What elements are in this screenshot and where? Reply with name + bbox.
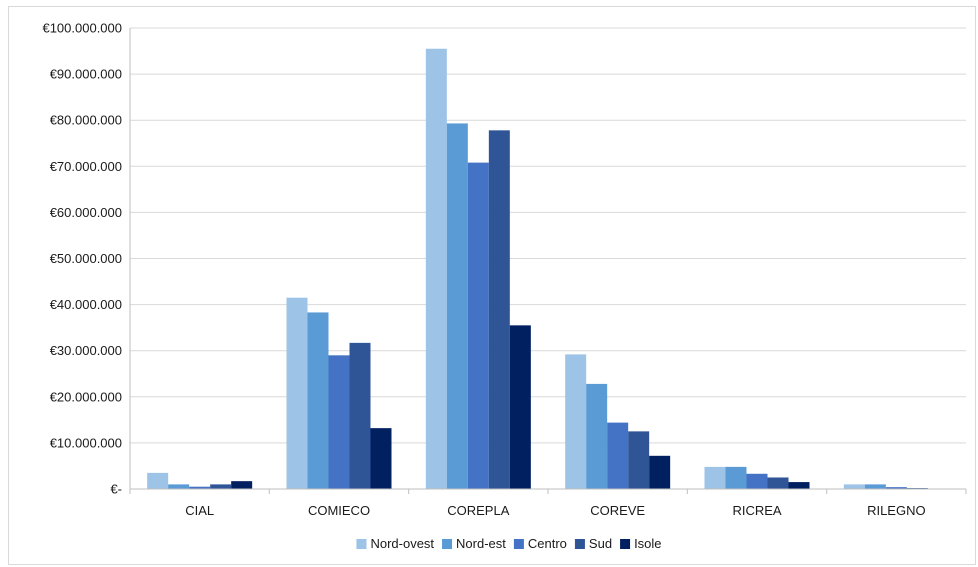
x-category-label: RICREA bbox=[732, 503, 781, 518]
legend-item-centro: Centro bbox=[513, 536, 567, 551]
bar-ricrea-centro bbox=[746, 473, 768, 489]
legend-swatch bbox=[356, 539, 367, 549]
x-axis bbox=[129, 28, 967, 494]
legend-item-isole: Isole bbox=[620, 536, 662, 551]
legend-swatch bbox=[620, 539, 631, 549]
x-category-label: RILEGNO bbox=[867, 503, 926, 518]
bar-coreve-sud bbox=[628, 431, 650, 489]
bar-corepla-nord-ovest bbox=[425, 48, 447, 490]
x-category-label: COREVE bbox=[590, 503, 645, 518]
legend-item-nord-ovest: Nord-ovest bbox=[356, 536, 434, 551]
bar-cial-isole bbox=[231, 481, 253, 489]
y-tick-label: €50.000.000 bbox=[50, 251, 122, 266]
y-tick-label: €20.000.000 bbox=[50, 389, 122, 404]
legend-swatch bbox=[513, 539, 524, 549]
gridlines bbox=[130, 27, 966, 444]
x-axis-category-labels: CIAL COMIECO COREPLA COREVE RICREA RILEGNO bbox=[185, 503, 925, 518]
legend-label: Centro bbox=[528, 536, 567, 551]
bar-corepla-nord-est bbox=[446, 123, 468, 489]
y-tick-label: €80.000.000 bbox=[50, 113, 122, 128]
y-axis-tick-labels: €- €10.000.000 €20.000.000 €30.000.000 €40.0… bbox=[42, 21, 122, 497]
y-tick-label: €70.000.000 bbox=[50, 159, 122, 174]
bar-comieco-sud bbox=[349, 342, 371, 489]
y-tick-label: €90.000.000 bbox=[50, 67, 122, 82]
bar-cial-nord-est bbox=[168, 484, 190, 489]
bar-ricrea-nord-ovest bbox=[704, 466, 726, 489]
bar-cial-sud bbox=[210, 484, 232, 489]
y-tick-label: €40.000.000 bbox=[50, 297, 122, 312]
bar-coreve-nord-ovest bbox=[565, 354, 587, 489]
y-tick-label: €- bbox=[110, 482, 122, 497]
x-category-label: CIAL bbox=[185, 503, 214, 518]
legend-item-nord-est: Nord-est bbox=[442, 536, 506, 551]
bar-rilegno-nord-ovest bbox=[843, 484, 865, 489]
bar-cial-nord-ovest bbox=[147, 472, 169, 489]
legend-swatch bbox=[442, 539, 453, 549]
y-tick-label: €60.000.000 bbox=[50, 205, 122, 220]
bar-corepla-sud bbox=[488, 130, 510, 490]
bars bbox=[147, 48, 949, 490]
legend-item-sud: Sud bbox=[574, 536, 612, 551]
bar-coreve-isole bbox=[649, 455, 671, 489]
bar-comieco-nord-ovest bbox=[286, 297, 308, 489]
bar-ricrea-isole bbox=[788, 482, 810, 489]
x-category-label: COMIECO bbox=[308, 503, 370, 518]
bar-coreve-centro bbox=[607, 422, 629, 489]
bar-comieco-centro bbox=[328, 355, 350, 489]
legend-label: Isole bbox=[634, 536, 661, 551]
bar-ricrea-sud bbox=[767, 477, 789, 489]
bar-coreve-nord-est bbox=[586, 383, 608, 489]
y-tick-label: €30.000.000 bbox=[50, 343, 122, 358]
bar-rilegno-centro bbox=[885, 487, 907, 489]
y-tick-label: €100.000.000 bbox=[42, 21, 122, 36]
bar-corepla-centro bbox=[467, 162, 489, 489]
bar-rilegno-nord-est bbox=[864, 484, 886, 489]
legend: Nord-ovest Nord-est Centro Sud Isole bbox=[356, 536, 662, 551]
legend-swatch bbox=[574, 539, 585, 549]
legend-label: Nord-ovest bbox=[370, 536, 434, 551]
bar-ricrea-nord-est bbox=[725, 466, 747, 489]
x-category-label: COREPLA bbox=[447, 503, 509, 518]
y-tick-label: €10.000.000 bbox=[50, 435, 122, 450]
bar-comieco-isole bbox=[370, 428, 392, 489]
legend-label: Sud bbox=[589, 536, 612, 551]
legend-label: Nord-est bbox=[456, 536, 506, 551]
bar-comieco-nord-est bbox=[307, 312, 329, 489]
bar-cial-centro bbox=[189, 486, 211, 489]
bar-corepla-isole bbox=[509, 325, 531, 489]
